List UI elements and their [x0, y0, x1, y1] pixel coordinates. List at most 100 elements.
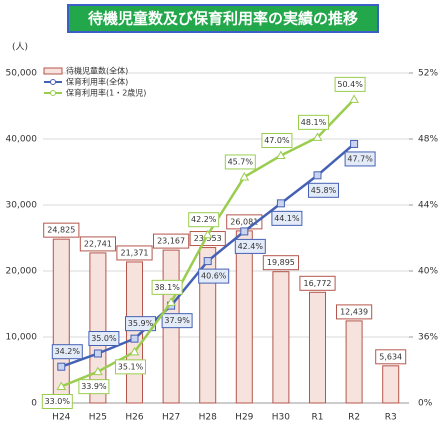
line-value-label: 45.7%	[228, 157, 254, 166]
y-unit-label: (人)	[12, 42, 28, 53]
marker	[239, 171, 250, 181]
bar	[382, 365, 400, 404]
marker	[313, 171, 322, 180]
line-value-label-box	[298, 114, 329, 130]
line-value-label: 40.6%	[201, 272, 227, 281]
x-tick-label: R2	[348, 413, 360, 423]
marker	[57, 362, 66, 371]
bar-value-label-box	[43, 222, 80, 238]
x-tick-label: H24	[52, 413, 70, 423]
line-value-label: 34.2%	[55, 347, 81, 356]
line-value-label-box	[161, 313, 193, 329]
bar-value-label: 19,895	[267, 258, 295, 267]
y2-tick-label: 52%	[418, 69, 438, 79]
legend-swatch	[43, 67, 63, 75]
bar-value-label: 24,825	[47, 226, 75, 235]
y-tick-label: 30,000	[6, 201, 38, 211]
marker	[349, 94, 359, 103]
bar-value-label: 12,439	[340, 307, 368, 316]
bar-value-label: 26,081	[230, 217, 258, 226]
x-tick-label: H26	[125, 413, 143, 423]
x-tick-label: H30	[272, 413, 290, 423]
x-tick-label: R1	[312, 413, 324, 423]
marker	[350, 139, 359, 148]
legend-label: 保育利用率(1・2歳児)	[66, 88, 146, 98]
bar	[89, 252, 107, 404]
y-tick-label: 50,000	[6, 69, 38, 79]
marker	[276, 199, 285, 208]
line-value-label-box	[271, 210, 303, 226]
line-value-label: 44.1%	[274, 214, 300, 223]
bar	[199, 247, 217, 404]
bar-value-label: 16,772	[304, 279, 332, 288]
line-value-label: 42.2%	[191, 215, 217, 224]
x-tick-label: R3	[385, 413, 397, 423]
line-value-label-box	[261, 133, 293, 148]
bar-value-label-box	[116, 245, 153, 261]
line-value-label-box	[234, 238, 266, 254]
y-tick-label: 10,000	[6, 333, 38, 343]
line-value-label-box	[334, 76, 366, 92]
line-value-label-box	[78, 379, 110, 395]
legend-label: 保育利用率(全体)	[66, 77, 128, 87]
line-value-label-box	[41, 394, 73, 409]
marker	[240, 227, 249, 236]
line-value-label: 33.0%	[45, 397, 71, 406]
bar-value-label-box	[299, 275, 336, 291]
line-value-label-box	[344, 151, 376, 167]
line-value-label: 45.8%	[311, 186, 337, 195]
line-value-label-box	[198, 268, 230, 284]
bar	[309, 291, 326, 404]
line-value-label: 50.4%	[337, 80, 363, 89]
line-value-label-box	[115, 359, 146, 375]
marker	[56, 381, 67, 390]
bar-value-label: 23,167	[157, 237, 185, 246]
line-value-label-box	[51, 344, 83, 360]
bar	[345, 320, 363, 404]
marker	[203, 257, 212, 266]
line-value-label-box	[224, 154, 256, 170]
title-box	[67, 4, 379, 33]
line-value-label: 47.0%	[264, 136, 290, 145]
legend-marker	[50, 90, 56, 96]
bar	[272, 271, 290, 404]
bar-value-label-box	[375, 349, 407, 365]
bar-value-label-box	[79, 236, 117, 252]
marker	[130, 334, 139, 343]
line-value-label: 48.1%	[301, 118, 327, 127]
y2-tick-label: 40%	[418, 267, 438, 277]
bar-value-label: 22,741	[84, 239, 112, 248]
line-value-label: 38.1%	[154, 283, 180, 292]
y2-tick-label: 44%	[418, 201, 438, 211]
line-value-label-box	[151, 279, 183, 295]
y-tick-label: 0	[31, 399, 37, 409]
bar-value-label: 23,553	[194, 234, 222, 243]
line-value-label: 47.7%	[347, 154, 373, 163]
x-tick-label: H27	[162, 413, 180, 423]
y-tick-label: 20,000	[6, 267, 38, 277]
line-value-label: 35.0%	[91, 334, 117, 343]
line-value-label: 33.9%	[81, 382, 107, 391]
y2-tick-label: 36%	[418, 333, 438, 343]
marker	[276, 150, 286, 159]
bar-value-label-box	[153, 233, 190, 249]
y-tick-label: 40,000	[6, 135, 38, 145]
marker	[93, 349, 102, 358]
bar-value-label-box	[336, 304, 373, 320]
bar	[235, 230, 253, 404]
x-tick-label: H29	[235, 413, 253, 423]
bar	[52, 238, 70, 404]
marker	[93, 366, 103, 376]
bar-value-label: 21,371	[121, 248, 149, 257]
marker	[312, 132, 323, 141]
line-value-label: 35.1%	[118, 362, 144, 371]
legend-marker	[50, 79, 56, 85]
chart-title: 待機児童数及び保育利用率の実績の推移	[88, 10, 358, 28]
bar-value-label: 5,634	[379, 352, 402, 361]
x-tick-label: H28	[199, 413, 217, 423]
line-value-label-box	[88, 331, 120, 346]
line-value-label: 35.9%	[128, 319, 154, 328]
line-value-label: 37.9%	[164, 316, 190, 325]
line-value-label-box	[188, 212, 220, 228]
